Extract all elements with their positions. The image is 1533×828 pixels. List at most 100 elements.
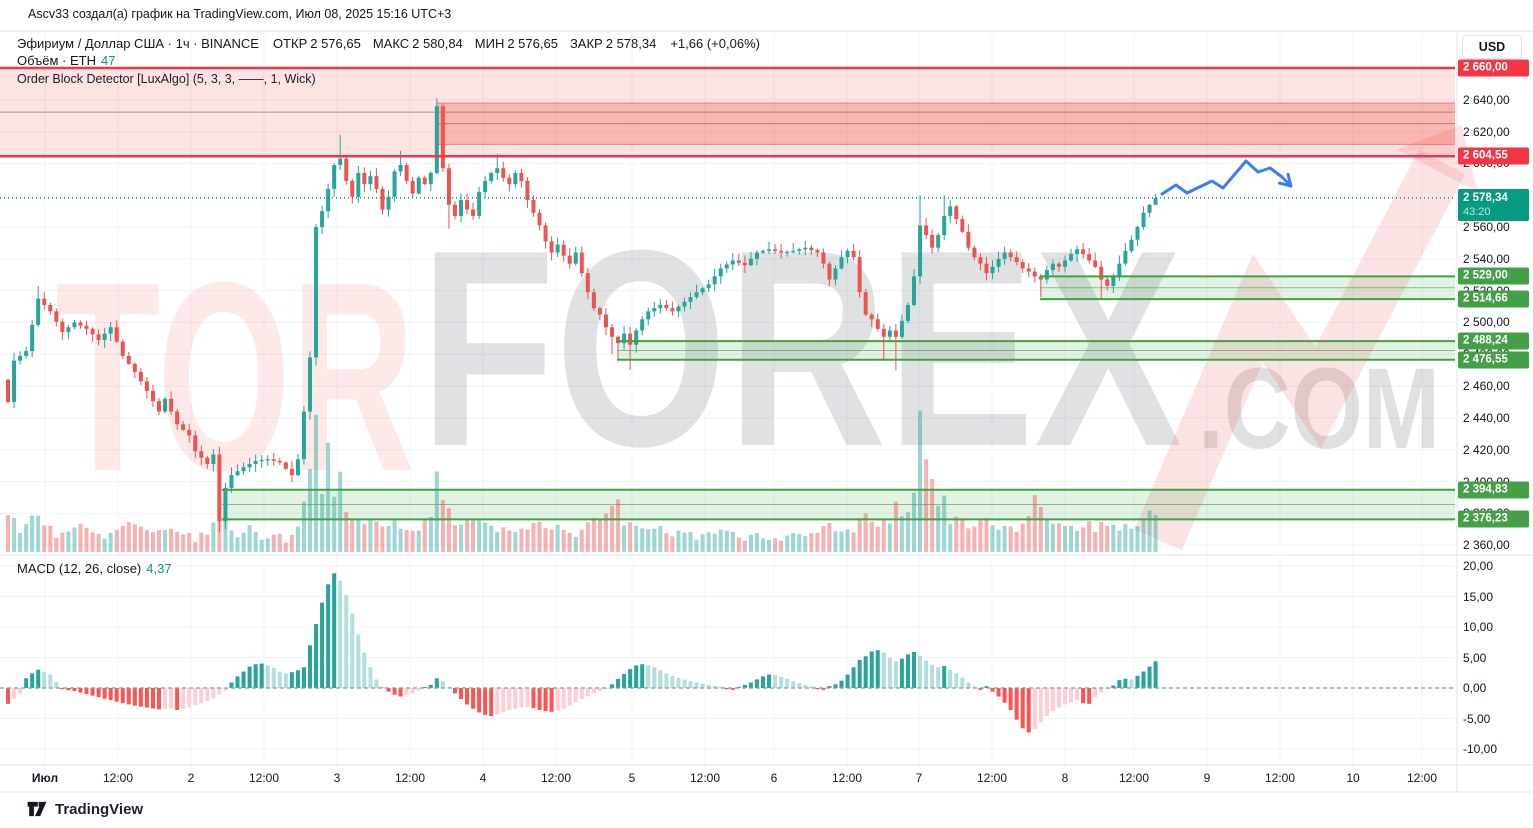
macd-bar: [1002, 688, 1007, 703]
macd-bar: [428, 684, 433, 688]
macd-bar: [718, 686, 723, 688]
volume-bar: [585, 522, 590, 552]
macd-bar: [489, 688, 494, 717]
candle-body: [942, 215, 947, 236]
candle-body: [1075, 249, 1080, 255]
volume-bar: [537, 521, 542, 552]
time-axis[interactable]: Июл 12:00 2 12:00 3 12:00 4 12:00 5 12:00 6 12:00 7 1…: [0, 765, 1457, 792]
price-scale-axis[interactable]: 2 640,002 620,002 600,002 560,002 540,00…: [1457, 31, 1533, 765]
price-tick: 2 440,00: [1463, 410, 1510, 425]
macd-bar: [404, 688, 409, 696]
candle-body: [761, 250, 765, 253]
volume-bar: [936, 505, 941, 552]
candle-body: [543, 225, 548, 242]
volume-bar: [597, 519, 602, 552]
macd-bar: [392, 688, 397, 695]
candle-body: [1020, 262, 1025, 269]
macd-bar: [1081, 688, 1086, 704]
volume-bar: [350, 520, 355, 552]
macd-bar: [163, 688, 168, 710]
candle-body: [1002, 252, 1007, 259]
candle-body: [1069, 254, 1074, 261]
watermark-text-pink: TOR: [55, 227, 415, 528]
macd-bar: [555, 688, 560, 711]
candle-body: [6, 379, 10, 403]
macd-bar: [193, 688, 198, 706]
macd-bar: [223, 688, 228, 691]
ohlc-field-label: ЗАКР: [569, 36, 603, 51]
macd-bar: [253, 664, 258, 688]
volume-bar: [108, 532, 113, 552]
volume-bar: [1020, 523, 1025, 552]
macd-bar: [1153, 661, 1158, 688]
macd-bar: [573, 688, 578, 703]
volume-bar: [1117, 530, 1122, 552]
macd-bar: [295, 670, 300, 688]
volume-bar: [821, 526, 826, 552]
volume-bar: [229, 530, 234, 552]
macd-bar: [181, 688, 186, 709]
macd-bar: [6, 688, 10, 704]
candle-body: [694, 292, 699, 298]
volume-bar: [779, 540, 784, 552]
candle-body: [452, 204, 457, 216]
macd-bar: [320, 602, 325, 688]
time-tick: 12:00: [689, 771, 721, 785]
candle-body: [495, 168, 500, 173]
macd-bar: [84, 688, 89, 695]
tradingview-footer[interactable]: TradingView: [26, 798, 143, 820]
candle-body: [440, 106, 445, 169]
volume-bar: [163, 530, 168, 552]
candle-body: [1093, 260, 1098, 267]
macd-bar: [767, 674, 772, 688]
macd-bar: [326, 584, 331, 688]
candle-body: [199, 451, 204, 458]
volume-bar: [670, 536, 675, 552]
price-change: +1,66 (+0,06%): [670, 36, 760, 51]
candle-body: [887, 330, 892, 337]
candle-body: [1153, 197, 1158, 205]
symbol-title[interactable]: Эфириум / Доллар США · 1ч · BINANCE: [17, 36, 259, 51]
volume-bar: [495, 531, 500, 552]
macd-bar: [199, 688, 204, 704]
candle-body: [1129, 239, 1134, 251]
candle-body: [863, 292, 868, 315]
volume-bar: [54, 537, 59, 552]
macd-bar: [549, 688, 554, 712]
macd-bar: [60, 688, 65, 690]
volume-bar: [513, 531, 518, 552]
ohlc-field-value: 2 578,34: [605, 36, 657, 51]
candle-body: [875, 319, 880, 329]
macd-legend: MACD (12, 26, close) 4,37: [17, 561, 172, 576]
volume-bar: [452, 525, 457, 552]
macd-bar: [1129, 679, 1134, 688]
volume-bar: [446, 508, 451, 552]
candle-body: [217, 454, 222, 522]
candle-body: [676, 306, 681, 312]
currency-button[interactable]: USD: [1462, 35, 1522, 59]
macd-bar: [742, 684, 747, 688]
time-tick: 5: [628, 771, 636, 785]
macd-bar: [501, 688, 506, 712]
candle-body: [682, 301, 687, 307]
candle-body: [785, 251, 790, 253]
volume-bar: [289, 535, 294, 552]
volume-bar: [1141, 518, 1146, 552]
volume-bar: [507, 530, 512, 552]
indicator-legend[interactable]: Order Block Detector [LuxAlgo] (5, 3, 3,…: [17, 72, 316, 86]
macd-label[interactable]: MACD (12, 26, close): [17, 561, 142, 576]
macd-bar: [531, 688, 536, 709]
candle-body: [380, 188, 385, 210]
macd-bar: [344, 595, 349, 688]
macd-bar: [754, 679, 759, 688]
candle-body: [561, 244, 566, 256]
macd-bar: [924, 660, 929, 688]
ohlc-field-value: 2 576,65: [507, 36, 558, 51]
macd-bar: [72, 688, 77, 692]
macd-bar: [646, 665, 651, 688]
volume-bar: [875, 526, 880, 552]
candle-body: [1105, 279, 1110, 286]
macd-bar: [1111, 685, 1116, 688]
candle-body: [211, 454, 216, 465]
